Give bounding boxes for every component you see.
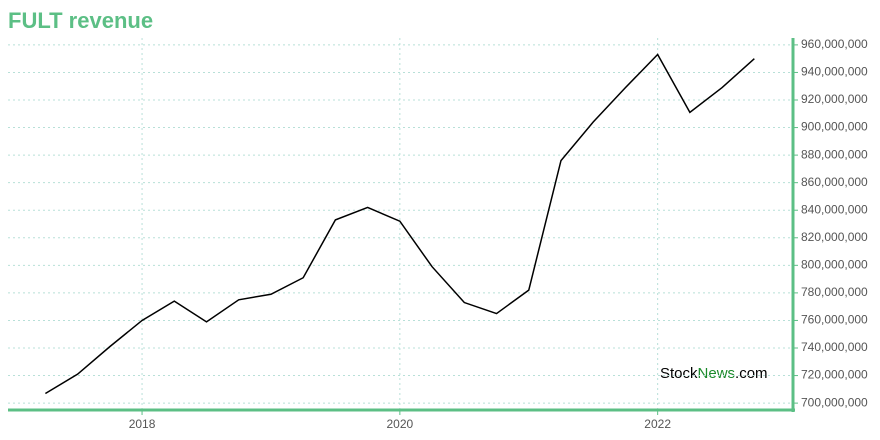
y-tick-label: 700,000,000 [801, 395, 868, 409]
watermark-part: Stock [660, 365, 698, 382]
x-tick-label: 2022 [644, 417, 671, 431]
x-tick-label: 2020 [387, 417, 414, 431]
y-tick-label: 880,000,000 [801, 147, 868, 161]
chart-title: FULT revenue [8, 8, 153, 33]
y-tick-label: 780,000,000 [801, 285, 868, 299]
y-tick-label: 920,000,000 [801, 92, 868, 106]
y-tick-label: 740,000,000 [801, 340, 868, 354]
line [44, 53, 755, 395]
y-tick-label: 840,000,000 [801, 202, 868, 216]
y-tick-label: 720,000,000 [801, 368, 868, 382]
watermark-part: .com [735, 365, 768, 382]
y-tick-label: 960,000,000 [801, 37, 868, 51]
x-tick-label: 2018 [129, 417, 156, 431]
y-tick-label: 900,000,000 [801, 120, 868, 134]
y-tick-label: 860,000,000 [801, 175, 868, 189]
y-tick-label: 760,000,000 [801, 313, 868, 327]
y-tick-label: 800,000,000 [801, 258, 868, 272]
y-tick-label: 820,000,000 [801, 230, 868, 244]
watermark-part: News [698, 365, 736, 382]
y-tick-label: 940,000,000 [801, 65, 868, 79]
watermark: StockNews.com [660, 365, 768, 382]
